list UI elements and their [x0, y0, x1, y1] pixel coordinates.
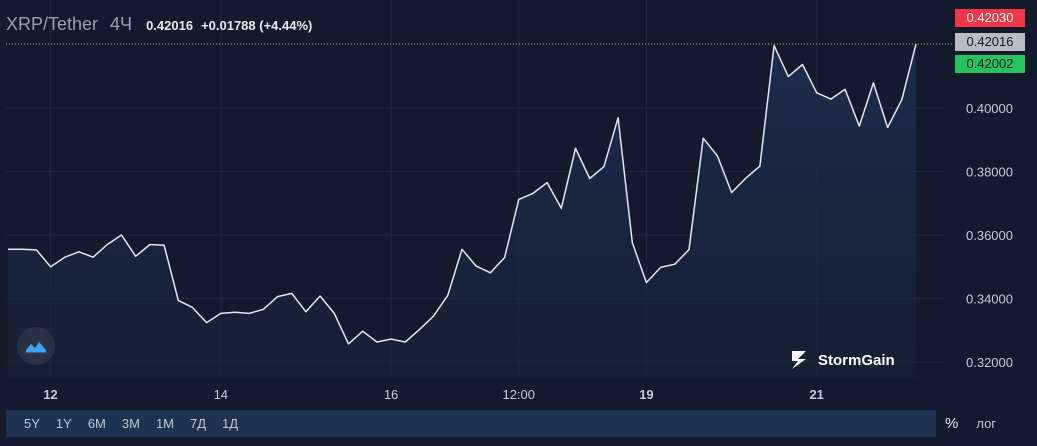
- timeframe-button-3[interactable]: 3M: [121, 416, 140, 431]
- y-tick-label: 0.38000: [966, 165, 1013, 180]
- x-tick-label: 12:00: [502, 387, 535, 402]
- y-tick-label: 0.36000: [966, 228, 1013, 243]
- low-price-tag: 0.42002: [955, 55, 1025, 73]
- brand-name: StormGain: [818, 351, 895, 369]
- x-tick-label: 12: [43, 387, 57, 402]
- price-line-series: [8, 43, 917, 345]
- percent-scale-button[interactable]: %: [945, 415, 959, 432]
- x-tick-label: 16: [384, 387, 398, 402]
- chart-header: XRP/Tether 4Ч 0.42016 +0.01788 (+4.44%): [6, 14, 312, 35]
- y-tick-label: 0.34000: [966, 292, 1013, 307]
- log-scale-button[interactable]: лог: [976, 416, 997, 431]
- high-price-tag: 0.42030: [955, 9, 1025, 27]
- tradingview-logo-button[interactable]: [17, 327, 55, 365]
- timeframe-bar: 5Y 1Y 6M 3M 1M 7Д 1Д: [6, 410, 936, 437]
- timeframe-button-1[interactable]: 1Y: [55, 416, 72, 431]
- y-tick-label: 0.32000: [966, 355, 1013, 370]
- timeframe-button-0[interactable]: 5Y: [24, 416, 40, 431]
- current-price: 0.42016: [146, 18, 194, 33]
- price-area-fill: [8, 43, 916, 379]
- price-chart[interactable]: 0.32000 0.34000 0.36000 0.38000 0.40000 12 14 1…: [0, 0, 1037, 410]
- x-tick-label: 21: [809, 387, 823, 402]
- scale-buttons: % лог: [945, 410, 996, 437]
- y-tick-label: 0.40000: [966, 101, 1013, 116]
- timeframe-button-6[interactable]: 1Д: [222, 416, 239, 431]
- cloud-logo-icon: [26, 342, 46, 353]
- symbol-label[interactable]: XRP/Tether: [6, 14, 99, 34]
- timeframe-button-5[interactable]: 7Д: [190, 416, 207, 431]
- lightning-icon: [792, 351, 806, 369]
- last-price-tag: 0.42016: [955, 33, 1025, 51]
- timeframe-button-4[interactable]: 1M: [155, 416, 174, 431]
- timeframe-label[interactable]: 4Ч: [110, 14, 133, 34]
- timeframe-button-2[interactable]: 6M: [87, 416, 106, 431]
- price-change: +0.01788 (+4.44%): [201, 18, 313, 33]
- x-tick-label: 14: [214, 387, 228, 402]
- x-tick-label: 19: [639, 387, 653, 402]
- stormgain-brand: StormGain: [788, 349, 895, 371]
